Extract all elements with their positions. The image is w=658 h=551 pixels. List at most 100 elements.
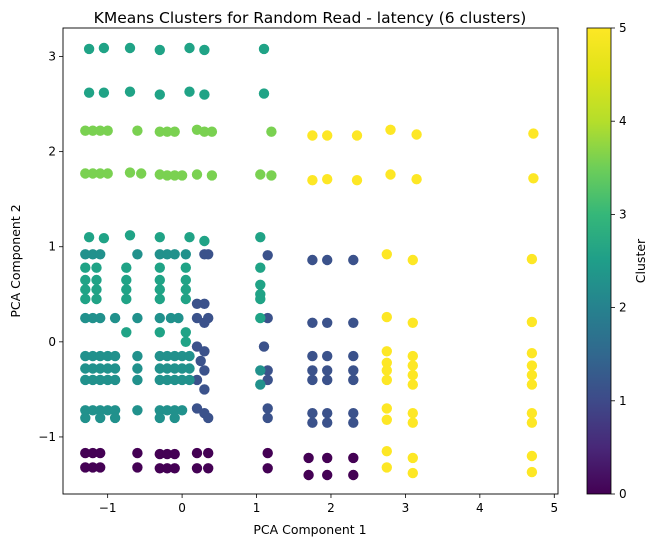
cluster-1-point: [348, 317, 359, 328]
cluster-3-point: [184, 42, 195, 54]
cluster-1-point: [203, 412, 214, 424]
cluster-2-point: [109, 412, 121, 424]
cluster-5-point: [526, 450, 538, 462]
cluster-1-point: [199, 298, 210, 309]
cluster-2-point: [154, 374, 165, 386]
cluster-5-point: [526, 466, 538, 478]
cluster-1-point: [307, 254, 318, 266]
cluster-2-point: [109, 350, 121, 362]
cluster-5-point: [381, 403, 392, 414]
cluster-1-point: [199, 346, 210, 357]
cluster-1-point: [191, 403, 203, 414]
cluster-1-point: [307, 417, 318, 428]
cluster-2-point: [87, 374, 99, 386]
cluster-4-point: [266, 126, 277, 137]
cluster-4-point: [154, 126, 165, 137]
cluster-2-point: [162, 374, 173, 386]
cluster-2-point: [109, 363, 121, 374]
cluster-2-point: [132, 312, 143, 324]
cluster-2-point: [176, 405, 188, 416]
cluster-2-point: [169, 412, 180, 424]
cluster-3-point: [255, 279, 266, 290]
cluster-4-point: [87, 168, 99, 179]
cluster-2-point: [154, 405, 165, 416]
cluster-5-point: [381, 357, 392, 368]
cluster-2-point: [80, 412, 91, 424]
x-tick-label: 4: [476, 501, 484, 515]
cluster-2-point: [154, 249, 165, 260]
cluster-2-point: [154, 312, 165, 324]
cluster-3-point: [124, 230, 136, 241]
cluster-4-point: [124, 167, 136, 178]
cluster-3-point: [121, 284, 132, 295]
cluster-2-point: [162, 405, 173, 416]
cluster-0-point: [80, 447, 91, 459]
cluster-3-point: [184, 86, 195, 97]
cluster-0-point: [262, 447, 273, 459]
cluster-2-point: [102, 363, 113, 374]
cluster-2-point: [102, 350, 113, 362]
cluster-2-point: [95, 350, 106, 362]
colorbar-label: Cluster: [633, 238, 648, 283]
cluster-1-point: [191, 312, 203, 324]
cluster-2-point: [176, 363, 188, 374]
cluster-5-point: [307, 130, 318, 141]
cluster-4-point: [102, 168, 113, 179]
cluster-1-point: [322, 417, 333, 428]
cluster-0-point: [191, 463, 203, 474]
cluster-1-point: [199, 384, 210, 395]
cluster-3-point: [80, 293, 91, 305]
cluster-0-point: [95, 447, 106, 459]
cluster-1-point: [348, 254, 359, 266]
cluster-4-point: [199, 126, 210, 137]
colorbar-ticks: 0 1 2 3 4 5: [611, 21, 627, 501]
cluster-3-point: [154, 274, 165, 286]
cluster-3-point: [124, 86, 136, 97]
cluster-3-point: [121, 293, 132, 305]
cluster-0-point: [95, 462, 106, 473]
cluster-3-point: [180, 262, 191, 273]
cluster-2-point: [109, 312, 121, 324]
cluster-3-point: [180, 274, 191, 286]
cluster-5-point: [526, 253, 538, 265]
cluster-4-point: [162, 126, 173, 137]
cluster-5-point: [407, 417, 418, 428]
colorbar-tick-label: 4: [619, 114, 627, 128]
colorbar-tick-label: 2: [619, 301, 627, 315]
cluster-0-point: [154, 448, 165, 460]
cluster-2-point: [132, 249, 143, 260]
cluster-5-point: [411, 174, 422, 185]
cluster-3-point: [98, 87, 110, 98]
cluster-3-point: [184, 232, 195, 243]
cluster-3-point: [180, 327, 191, 338]
cluster-5-point: [526, 348, 538, 359]
cluster-2-point: [95, 249, 106, 260]
cluster-1-point: [322, 350, 333, 362]
x-tick-label: −1: [99, 501, 117, 515]
cluster-3-point: [180, 293, 191, 305]
cluster-5-point: [381, 374, 392, 386]
cluster-4-point: [80, 168, 91, 179]
cluster-5-point: [407, 360, 418, 371]
cluster-1-point: [262, 250, 273, 261]
cluster-5-point: [526, 369, 538, 381]
cluster-1-point: [322, 365, 333, 376]
cluster-5-point: [526, 408, 538, 419]
cluster-2-point: [80, 312, 91, 324]
cluster-2-point: [95, 412, 106, 424]
cluster-2-point: [87, 363, 99, 374]
cluster-1-point: [191, 374, 203, 386]
cluster-1-point: [348, 365, 359, 376]
cluster-5-point: [526, 316, 538, 328]
cluster-5-point: [407, 369, 418, 381]
cluster-4-point: [80, 125, 91, 136]
cluster-5-point: [407, 379, 418, 390]
x-tick-label: 5: [550, 501, 558, 515]
cluster-2-point: [255, 379, 266, 390]
cluster-2-point: [80, 405, 91, 416]
cluster-5-point: [407, 408, 418, 419]
cluster-2-point: [169, 363, 180, 374]
y-tick-label: 1: [48, 240, 56, 254]
cluster-3-point: [80, 284, 91, 295]
x-tick-label: 3: [402, 501, 410, 515]
